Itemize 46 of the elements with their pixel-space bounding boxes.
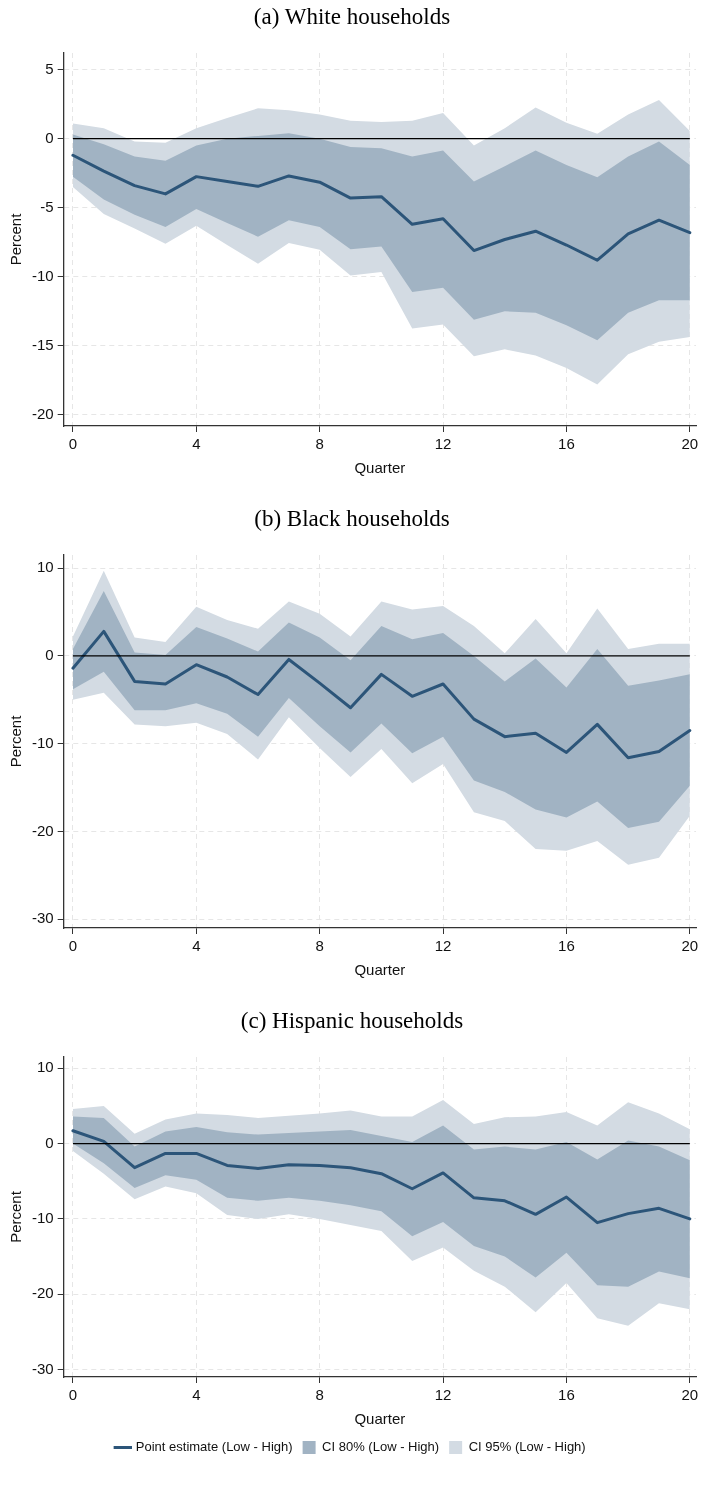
y-axis-title: Percent bbox=[7, 1190, 25, 1243]
x-tick-label: 16 bbox=[558, 435, 575, 453]
x-tick-label: 16 bbox=[558, 937, 575, 955]
y-tick-label: 5 bbox=[45, 59, 54, 77]
x-tick-label: 4 bbox=[192, 1386, 201, 1404]
x-tick-label: 16 bbox=[558, 1386, 575, 1404]
y-tick-label: 10 bbox=[36, 1058, 54, 1076]
x-tick-label: 20 bbox=[681, 435, 699, 453]
y-tick-label: -10 bbox=[31, 266, 54, 284]
legend-label: CI 80% (Low - High) bbox=[322, 1439, 440, 1455]
legend-label: Point estimate (Low - High) bbox=[135, 1439, 293, 1455]
x-axis-title: Quarter bbox=[354, 459, 406, 477]
y-tick-label: -20 bbox=[31, 1284, 54, 1302]
y-tick-label: -30 bbox=[31, 1359, 54, 1377]
legend-label: CI 95% (Low - High) bbox=[468, 1439, 586, 1455]
y-tick-label: 10 bbox=[36, 558, 54, 576]
chart-title: (a) White households bbox=[252, 3, 452, 31]
y-tick-label: 0 bbox=[45, 646, 54, 664]
y-tick-label: -15 bbox=[31, 336, 54, 354]
x-tick-label: 20 bbox=[681, 1386, 699, 1404]
chart-title: (b) Black households bbox=[253, 505, 451, 533]
y-tick-label: -10 bbox=[31, 733, 54, 751]
x-tick-label: 8 bbox=[315, 937, 324, 955]
x-tick-label: 12 bbox=[434, 435, 452, 453]
y-tick-label: -10 bbox=[31, 1209, 54, 1227]
x-axis-title: Quarter bbox=[354, 961, 406, 979]
x-tick-label: 8 bbox=[315, 1386, 324, 1404]
x-tick-label: 0 bbox=[68, 937, 78, 955]
y-axis-title: Percent bbox=[7, 714, 25, 768]
y-tick-label: -5 bbox=[40, 197, 54, 215]
y-tick-label: -30 bbox=[31, 909, 54, 927]
y-tick-label: -20 bbox=[31, 405, 54, 423]
x-tick-label: 12 bbox=[434, 937, 452, 955]
x-axis-title: Quarter bbox=[354, 1410, 406, 1428]
x-tick-label: 12 bbox=[434, 1386, 452, 1404]
x-tick-label: 4 bbox=[192, 435, 201, 453]
y-tick-label: -20 bbox=[31, 821, 54, 839]
x-tick-label: 0 bbox=[68, 435, 78, 453]
x-tick-label: 8 bbox=[315, 435, 324, 453]
y-tick-label: 0 bbox=[45, 128, 54, 146]
x-tick-label: 20 bbox=[681, 937, 699, 955]
chart-title: (c) Hispanic households bbox=[239, 1007, 465, 1035]
y-tick-label: 0 bbox=[45, 1133, 54, 1151]
y-axis-title: Percent bbox=[7, 212, 25, 266]
x-tick-label: 4 bbox=[192, 937, 201, 955]
x-tick-label: 0 bbox=[68, 1386, 78, 1404]
